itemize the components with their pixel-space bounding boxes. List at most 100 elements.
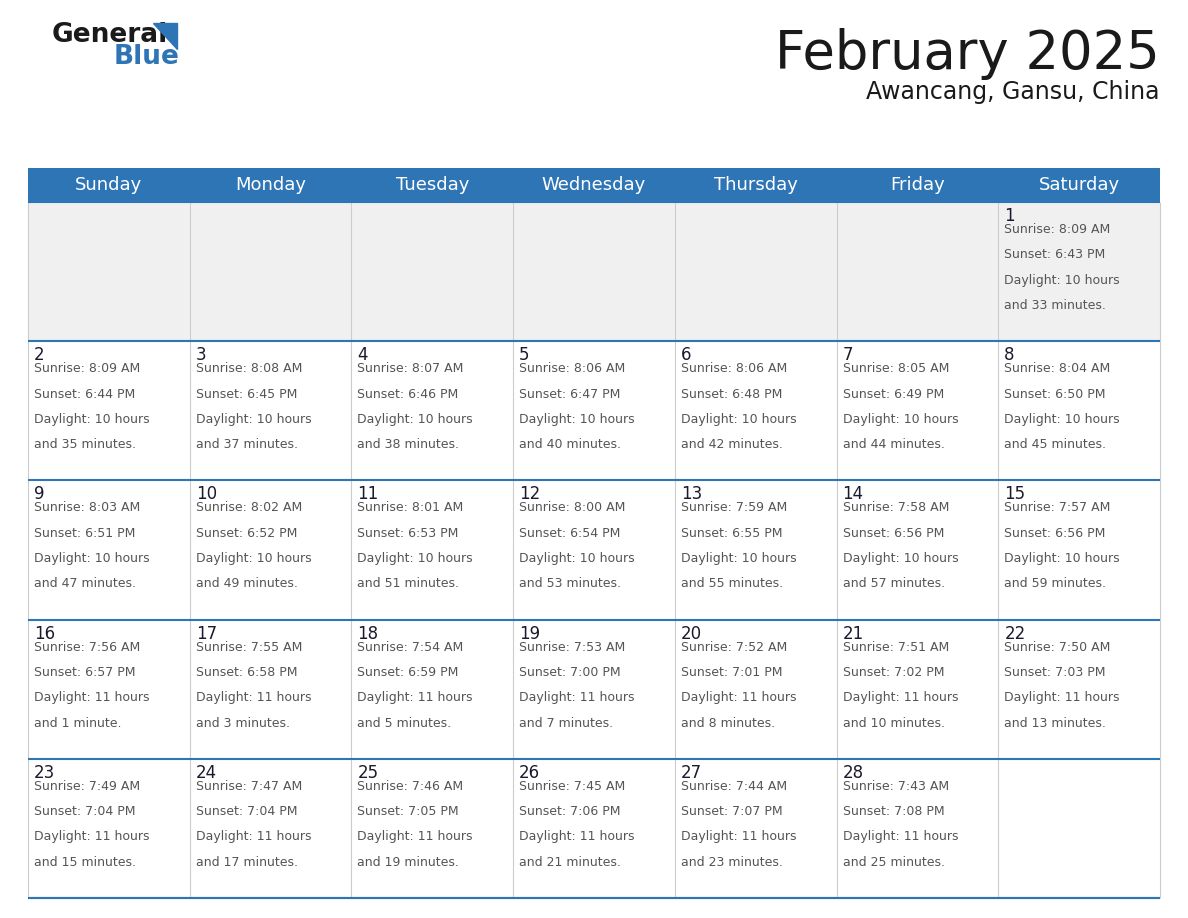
Bar — [29, 168, 1159, 202]
Text: Sunset: 6:59 PM: Sunset: 6:59 PM — [358, 666, 459, 679]
Bar — [29, 480, 1159, 620]
Text: and 8 minutes.: and 8 minutes. — [681, 717, 775, 730]
Text: Sunrise: 8:08 AM: Sunrise: 8:08 AM — [196, 363, 302, 375]
Text: Sunset: 7:04 PM: Sunset: 7:04 PM — [196, 805, 297, 818]
Text: Daylight: 10 hours: Daylight: 10 hours — [681, 413, 796, 426]
Text: 17: 17 — [196, 624, 217, 643]
Text: 9: 9 — [34, 486, 44, 503]
Text: Sunrise: 7:55 AM: Sunrise: 7:55 AM — [196, 641, 302, 654]
Text: Sunset: 6:43 PM: Sunset: 6:43 PM — [1004, 248, 1106, 262]
Text: 5: 5 — [519, 346, 530, 364]
Text: and 51 minutes.: and 51 minutes. — [358, 577, 460, 590]
Text: Daylight: 11 hours: Daylight: 11 hours — [842, 831, 958, 844]
Text: Sunrise: 8:01 AM: Sunrise: 8:01 AM — [358, 501, 463, 514]
Text: Sunrise: 7:59 AM: Sunrise: 7:59 AM — [681, 501, 788, 514]
Text: and 57 minutes.: and 57 minutes. — [842, 577, 944, 590]
Text: Sunrise: 7:58 AM: Sunrise: 7:58 AM — [842, 501, 949, 514]
Text: Sunrise: 8:06 AM: Sunrise: 8:06 AM — [681, 363, 788, 375]
Text: Sunrise: 7:56 AM: Sunrise: 7:56 AM — [34, 641, 140, 654]
Text: 21: 21 — [842, 624, 864, 643]
Text: 25: 25 — [358, 764, 379, 782]
Text: Sunset: 6:56 PM: Sunset: 6:56 PM — [842, 527, 944, 540]
Text: and 49 minutes.: and 49 minutes. — [196, 577, 297, 590]
Text: and 55 minutes.: and 55 minutes. — [681, 577, 783, 590]
Text: Sunrise: 7:53 AM: Sunrise: 7:53 AM — [519, 641, 625, 654]
Text: Sunrise: 8:02 AM: Sunrise: 8:02 AM — [196, 501, 302, 514]
Text: Daylight: 10 hours: Daylight: 10 hours — [842, 413, 959, 426]
Bar — [29, 620, 1159, 759]
Text: Sunset: 7:01 PM: Sunset: 7:01 PM — [681, 666, 783, 679]
Text: Daylight: 11 hours: Daylight: 11 hours — [519, 691, 634, 704]
Text: Sunrise: 7:44 AM: Sunrise: 7:44 AM — [681, 779, 786, 793]
Text: 28: 28 — [842, 764, 864, 782]
Text: 20: 20 — [681, 624, 702, 643]
Text: 6: 6 — [681, 346, 691, 364]
Text: Daylight: 10 hours: Daylight: 10 hours — [1004, 413, 1120, 426]
Text: Daylight: 10 hours: Daylight: 10 hours — [358, 552, 473, 565]
Text: and 53 minutes.: and 53 minutes. — [519, 577, 621, 590]
Text: and 5 minutes.: and 5 minutes. — [358, 717, 451, 730]
Text: Sunset: 6:49 PM: Sunset: 6:49 PM — [842, 387, 943, 400]
Text: 27: 27 — [681, 764, 702, 782]
Text: Sunset: 6:55 PM: Sunset: 6:55 PM — [681, 527, 783, 540]
Text: Daylight: 10 hours: Daylight: 10 hours — [519, 413, 634, 426]
Text: and 7 minutes.: and 7 minutes. — [519, 717, 613, 730]
Text: 24: 24 — [196, 764, 217, 782]
Text: Daylight: 11 hours: Daylight: 11 hours — [1004, 691, 1120, 704]
Text: Sunset: 7:07 PM: Sunset: 7:07 PM — [681, 805, 783, 818]
Text: Sunset: 6:50 PM: Sunset: 6:50 PM — [1004, 387, 1106, 400]
Text: and 47 minutes.: and 47 minutes. — [34, 577, 135, 590]
Text: Saturday: Saturday — [1038, 176, 1120, 194]
Text: Daylight: 11 hours: Daylight: 11 hours — [681, 691, 796, 704]
Text: 7: 7 — [842, 346, 853, 364]
Text: Sunrise: 7:50 AM: Sunrise: 7:50 AM — [1004, 641, 1111, 654]
Text: Sunrise: 8:05 AM: Sunrise: 8:05 AM — [842, 363, 949, 375]
Text: and 44 minutes.: and 44 minutes. — [842, 438, 944, 451]
Text: Daylight: 11 hours: Daylight: 11 hours — [34, 691, 150, 704]
Text: and 37 minutes.: and 37 minutes. — [196, 438, 298, 451]
Text: Daylight: 10 hours: Daylight: 10 hours — [1004, 552, 1120, 565]
Text: Thursday: Thursday — [714, 176, 797, 194]
Bar — [29, 202, 1159, 341]
Text: and 13 minutes.: and 13 minutes. — [1004, 717, 1106, 730]
Text: Sunrise: 7:45 AM: Sunrise: 7:45 AM — [519, 779, 625, 793]
Text: Sunrise: 8:06 AM: Sunrise: 8:06 AM — [519, 363, 625, 375]
Text: Friday: Friday — [890, 176, 944, 194]
Text: Sunrise: 7:46 AM: Sunrise: 7:46 AM — [358, 779, 463, 793]
Text: and 23 minutes.: and 23 minutes. — [681, 856, 783, 868]
Text: Sunrise: 8:00 AM: Sunrise: 8:00 AM — [519, 501, 626, 514]
Text: Sunrise: 8:04 AM: Sunrise: 8:04 AM — [1004, 363, 1111, 375]
Text: Tuesday: Tuesday — [396, 176, 469, 194]
Text: 11: 11 — [358, 486, 379, 503]
Text: 3: 3 — [196, 346, 207, 364]
Text: 15: 15 — [1004, 486, 1025, 503]
Text: and 35 minutes.: and 35 minutes. — [34, 438, 135, 451]
Text: Sunday: Sunday — [75, 176, 143, 194]
Text: Sunset: 7:05 PM: Sunset: 7:05 PM — [358, 805, 459, 818]
Text: Sunrise: 7:52 AM: Sunrise: 7:52 AM — [681, 641, 788, 654]
Text: and 59 minutes.: and 59 minutes. — [1004, 577, 1106, 590]
Text: Sunset: 7:02 PM: Sunset: 7:02 PM — [842, 666, 944, 679]
Text: and 21 minutes.: and 21 minutes. — [519, 856, 621, 868]
Text: and 3 minutes.: and 3 minutes. — [196, 717, 290, 730]
Text: Daylight: 11 hours: Daylight: 11 hours — [358, 691, 473, 704]
Text: Sunset: 6:44 PM: Sunset: 6:44 PM — [34, 387, 135, 400]
Text: Sunset: 7:00 PM: Sunset: 7:00 PM — [519, 666, 621, 679]
Text: Sunset: 7:04 PM: Sunset: 7:04 PM — [34, 805, 135, 818]
Bar — [29, 759, 1159, 898]
Text: 1: 1 — [1004, 207, 1015, 225]
Text: Sunrise: 8:09 AM: Sunrise: 8:09 AM — [1004, 223, 1111, 236]
Text: Daylight: 10 hours: Daylight: 10 hours — [519, 552, 634, 565]
Text: General: General — [52, 22, 169, 48]
Text: and 10 minutes.: and 10 minutes. — [842, 717, 944, 730]
Text: 4: 4 — [358, 346, 368, 364]
Text: Monday: Monday — [235, 176, 307, 194]
Text: Daylight: 10 hours: Daylight: 10 hours — [842, 552, 959, 565]
Text: Sunset: 6:46 PM: Sunset: 6:46 PM — [358, 387, 459, 400]
Text: Daylight: 11 hours: Daylight: 11 hours — [34, 831, 150, 844]
Text: and 33 minutes.: and 33 minutes. — [1004, 299, 1106, 312]
Text: 13: 13 — [681, 486, 702, 503]
Text: Wednesday: Wednesday — [542, 176, 646, 194]
Text: and 45 minutes.: and 45 minutes. — [1004, 438, 1106, 451]
Polygon shape — [153, 23, 177, 49]
